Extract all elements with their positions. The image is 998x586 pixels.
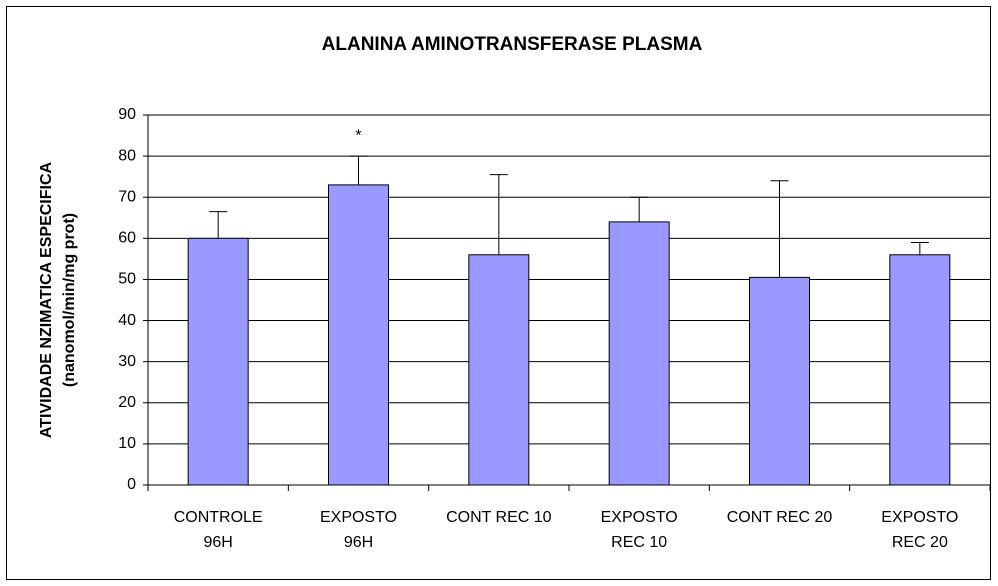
bar [328,184,389,486]
x-tick-label: CONTROLE 96H [173,509,263,551]
x-tick-label: CONT REC 20 [726,509,833,526]
y-tick-label: 80 [118,147,136,164]
bar [749,276,810,486]
y-tick-label: 40 [118,312,136,329]
y-tick-label: 70 [118,188,136,205]
x-tick-label: CONT REC 10 [446,509,552,526]
y-tick-label: 20 [118,394,136,411]
bar [889,254,951,486]
y-tick-label: 90 [118,106,136,123]
chart-title: ALANINA AMINOTRANSFERASE PLASMA [322,34,703,55]
bar [608,221,670,486]
y-tick-label: 60 [118,230,136,247]
y-tick-label: 50 [118,271,136,288]
y-tick-label: 30 [118,353,136,370]
x-tick-label: EXPOSTO 96H [319,509,398,551]
x-tick-label: EXPOSTO REC 20 [881,509,959,551]
x-tick-label: EXPOSTO REC 10 [600,509,678,551]
y-tick-label: 0 [127,476,136,493]
y-axis-label: ATIVIDADE NZIMATICA ESPECIFICA [38,161,55,438]
bar [468,254,530,486]
y-axis-label: (nanomol/min/mg prot) [61,213,78,387]
annotation: * [355,127,361,144]
bar [187,237,249,486]
y-tick-label: 10 [118,435,136,452]
